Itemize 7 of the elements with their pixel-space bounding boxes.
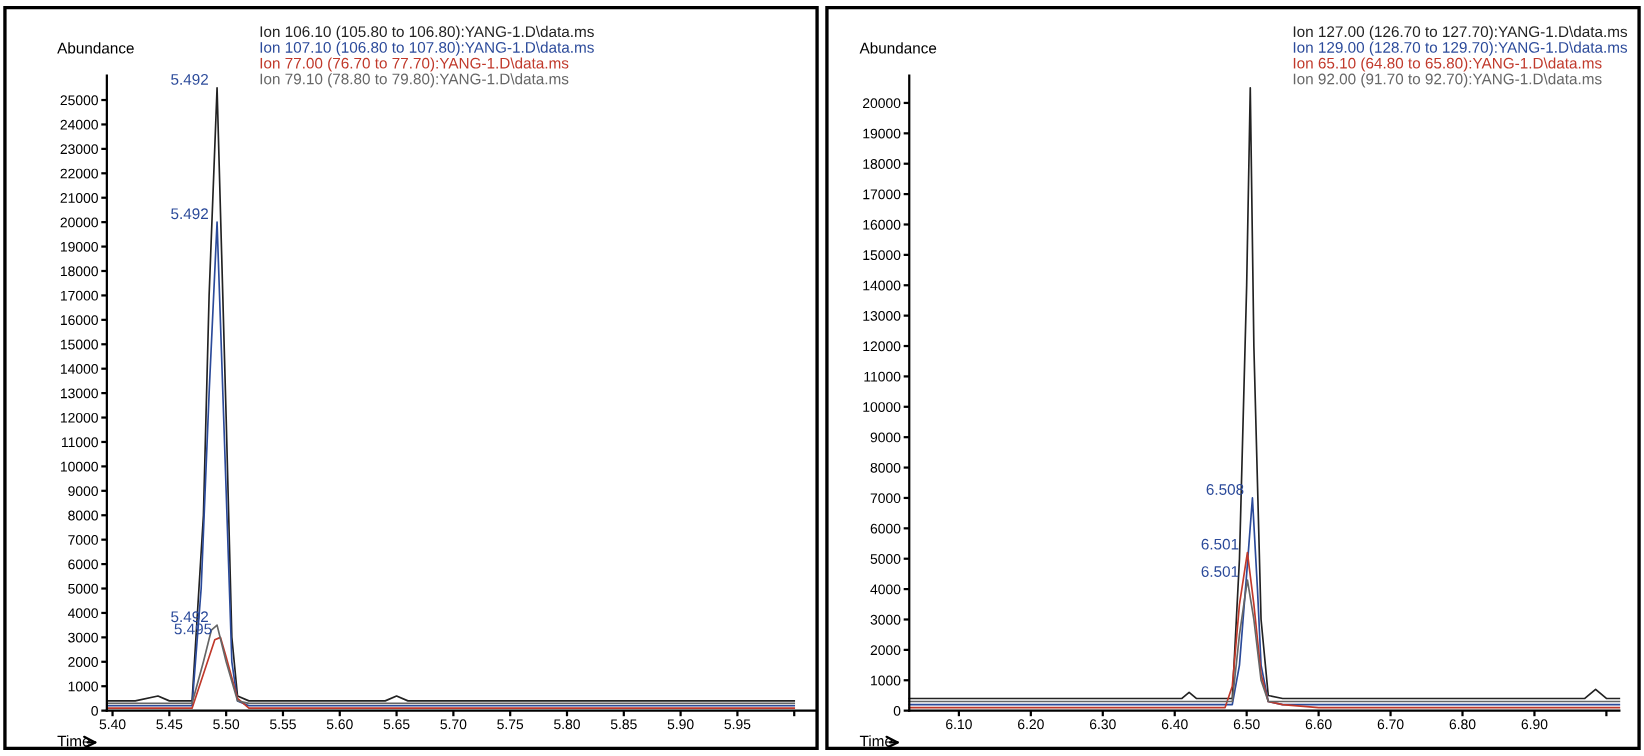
line-series xyxy=(908,86,1621,700)
line-series xyxy=(106,624,796,705)
line-series xyxy=(106,86,796,702)
line-series xyxy=(106,636,796,710)
line-series xyxy=(908,579,1621,703)
line-series xyxy=(106,221,796,707)
line-series xyxy=(908,497,1621,706)
